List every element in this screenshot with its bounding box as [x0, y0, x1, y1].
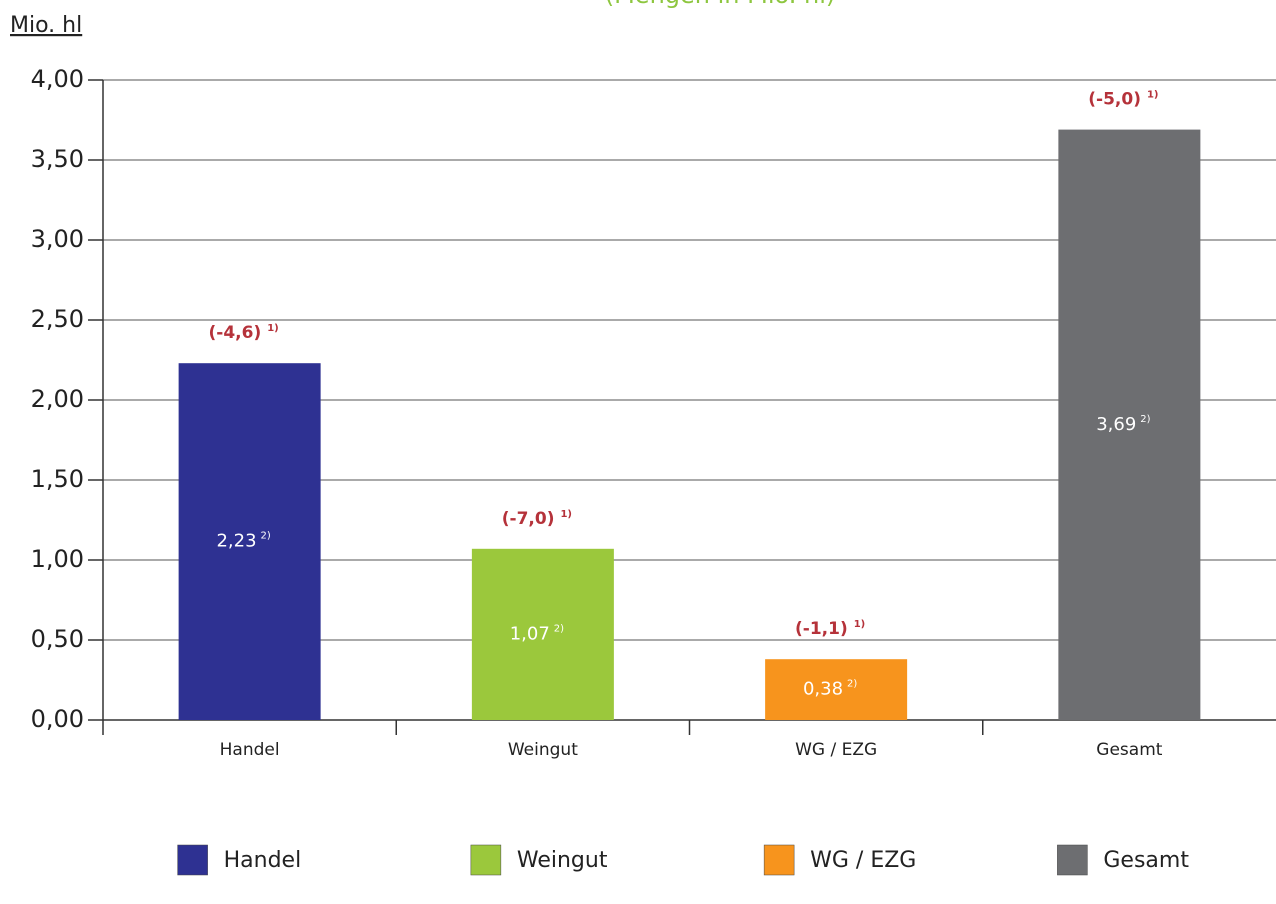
- x-tick-label: Handel: [220, 740, 280, 760]
- legend-label: Weingut: [517, 848, 608, 873]
- annotation: (-5,0) 1): [1088, 90, 1158, 110]
- annotation: (-7,0) 1): [502, 509, 572, 529]
- legend-swatch: [1057, 844, 1088, 876]
- legend-swatch: [763, 844, 795, 876]
- annotation-note: 1): [1147, 90, 1159, 101]
- y-tick-label: 4,00: [31, 65, 84, 93]
- x-tick-label: WG / EZG: [795, 740, 877, 760]
- annotation: (-1,1) 1): [795, 619, 865, 639]
- legend-label: Handel: [224, 848, 302, 873]
- y-tick-label: 2,00: [31, 385, 84, 413]
- value-label-note: 2): [261, 531, 271, 542]
- y-tick-label: 3,00: [31, 225, 84, 253]
- value-label-text: 3,69: [1096, 414, 1136, 435]
- bar: [471, 548, 614, 720]
- annotation-note: 1): [854, 619, 866, 630]
- y-tick-label: 1,50: [31, 465, 84, 493]
- legend-swatch: [177, 844, 208, 876]
- y-tick-label: 1,00: [31, 545, 84, 573]
- annotation-text: (-7,0): [502, 509, 555, 529]
- annotation-text: (-4,6): [209, 323, 262, 343]
- legend-swatch: [470, 844, 502, 876]
- x-tick-label: Weingut: [508, 740, 578, 760]
- annotation-note: 1): [560, 509, 572, 520]
- y-tick-label: 0,00: [31, 705, 84, 733]
- bar: [178, 363, 321, 720]
- bar: [1058, 129, 1201, 721]
- chart-subtitle: (Mengen in Mio. hl): [605, 0, 836, 9]
- annotation: (-4,6) 1): [209, 323, 279, 343]
- value-label-note: 2): [847, 679, 857, 690]
- y-tick-label: 2,50: [31, 305, 84, 333]
- value-label-text: 2,23: [216, 531, 256, 552]
- value-label: 3,69 2): [1096, 414, 1150, 435]
- annotation-note: 1): [267, 323, 279, 334]
- value-label: 0,38 2): [803, 679, 857, 700]
- y-axis-label: Mio. hl: [10, 13, 82, 38]
- annotation-text: (-5,0): [1088, 90, 1141, 110]
- value-label: 2,23 2): [216, 531, 270, 552]
- y-tick-label: 0,50: [31, 625, 84, 653]
- legend-label: WG / EZG: [810, 848, 916, 873]
- value-label-note: 2): [1140, 414, 1150, 425]
- annotation-text: (-1,1): [795, 619, 848, 639]
- value-label-text: 0,38: [803, 679, 843, 700]
- value-label-text: 1,07: [510, 623, 550, 644]
- value-label: 1,07 2): [510, 623, 564, 644]
- value-label-note: 2): [554, 623, 564, 634]
- x-tick-label: Gesamt: [1096, 740, 1162, 760]
- y-tick-label: 3,50: [31, 145, 84, 173]
- legend-label: Gesamt: [1103, 848, 1189, 873]
- bar: [765, 659, 908, 720]
